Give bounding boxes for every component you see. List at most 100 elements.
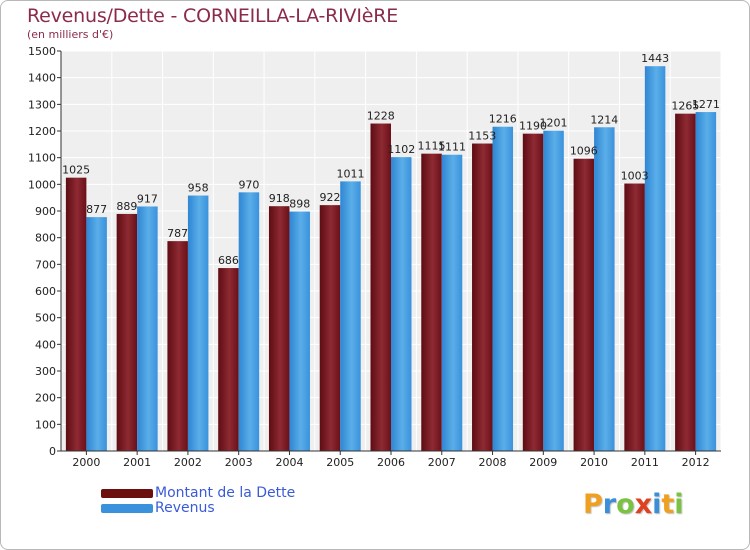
data-label-debt: 686 [218, 254, 239, 267]
bars [65, 66, 717, 452]
x-tick-label: 2009 [529, 456, 557, 469]
bar-debt [167, 241, 188, 451]
data-label-revenue: 1111 [438, 141, 466, 154]
x-tick-label: 2005 [326, 456, 354, 469]
data-label-revenue: 1271 [692, 98, 720, 111]
proxiti-logo: Proxiti [583, 489, 684, 520]
y-tick-label: 200 [35, 392, 56, 405]
y-tick-label: 400 [35, 338, 56, 351]
bar-debt [522, 133, 544, 451]
legend-label-debt: Montant de la Dette [155, 485, 296, 501]
data-label-revenue: 1102 [387, 143, 415, 156]
data-label-debt: 889 [116, 200, 137, 213]
data-label-debt: 1265 [671, 100, 699, 113]
logo-letter: r [602, 489, 617, 520]
bar-revenue [187, 195, 209, 451]
axes: 0 100 200 300 400 500 600 700 800 900 1000 1100 1200… [28, 45, 721, 469]
bar-revenue [695, 112, 717, 452]
logo-letter: i [652, 489, 662, 520]
x-tick-label: 2000 [72, 456, 100, 469]
legend-swatch-revenue [101, 504, 153, 513]
bar-revenue [289, 211, 310, 451]
data-label-debt: 1228 [367, 110, 395, 123]
bar-revenue [492, 126, 514, 451]
bar-debt [65, 177, 87, 451]
x-tick-label: 2008 [479, 456, 507, 469]
data-label-debt: 1190 [519, 120, 547, 133]
bar-debt [675, 113, 696, 452]
y-tick-label: 1100 [28, 152, 56, 165]
data-label-debt: 1115 [418, 140, 446, 153]
y-tick-label: 900 [35, 205, 56, 218]
data-label-revenue: 1216 [489, 113, 517, 126]
data-label-revenue: 898 [289, 198, 310, 211]
legend-label-revenue: Revenus [155, 500, 215, 516]
data-label-debt: 787 [167, 227, 188, 240]
y-tick-label: 300 [35, 365, 56, 378]
data-label-revenue: 1201 [540, 117, 568, 130]
data-label-revenue: 917 [137, 192, 158, 205]
data-label-debt: 918 [269, 192, 290, 205]
y-tick-label: 800 [35, 232, 56, 245]
data-label-debt: 1153 [468, 130, 496, 143]
y-tick-label: 0 [49, 445, 56, 458]
data-label-revenue: 1011 [336, 167, 364, 180]
bar-debt [421, 153, 442, 451]
data-label-revenue: 958 [188, 182, 209, 195]
logo-letter: x [634, 489, 653, 520]
logo-letter: i [674, 489, 684, 520]
x-tick-label: 2001 [123, 456, 151, 469]
bar-debt [218, 268, 239, 451]
chart-subtitle: (en milliers d'€) [27, 28, 114, 41]
data-label-revenue: 1443 [641, 52, 669, 65]
y-tick-label: 1200 [28, 125, 56, 138]
bar-revenue [137, 206, 158, 451]
data-label-revenue: 1214 [590, 113, 618, 126]
bar-debt [116, 213, 138, 451]
y-tick-label: 1500 [28, 45, 56, 58]
x-tick-label: 2011 [631, 456, 659, 469]
data-label-debt: 1025 [62, 164, 90, 177]
data-label-debt: 1096 [570, 145, 598, 158]
bar-revenue [340, 181, 361, 451]
x-tick-label: 2004 [275, 456, 303, 469]
bar-debt [624, 183, 645, 452]
y-tick-label: 600 [35, 285, 56, 298]
bar-revenue [644, 66, 666, 451]
x-tick-label: 2007 [428, 456, 456, 469]
bar-revenue [594, 127, 615, 452]
x-tick-label: 2012 [682, 456, 710, 469]
bar-debt [370, 123, 391, 452]
logo-letter: P [583, 489, 603, 520]
bar-debt [268, 206, 290, 451]
data-label-revenue: 970 [238, 178, 259, 191]
chart-title: Revenus/Dette - CORNEILLA-LA-RIVIèRE [27, 5, 399, 27]
y-tick-label: 1300 [28, 98, 56, 111]
bar-revenue [238, 192, 260, 452]
data-label-debt: 1003 [621, 170, 649, 183]
x-tick-label: 2006 [377, 456, 405, 469]
bar-debt [573, 158, 595, 451]
y-tick-label: 1400 [28, 72, 56, 85]
bar-revenue [543, 130, 564, 451]
x-tick-label: 2002 [174, 456, 202, 469]
x-tick-label: 2010 [580, 456, 608, 469]
bar-revenue [86, 217, 107, 451]
logo-letter: o [616, 489, 635, 520]
bar-revenue [441, 154, 463, 451]
y-tick-label: 500 [35, 312, 56, 325]
data-label-revenue: 877 [86, 203, 107, 216]
bar-debt [472, 143, 493, 452]
bar-debt [319, 205, 341, 451]
bar-revenue [391, 157, 412, 451]
legend-swatch-debt [101, 489, 153, 498]
x-tick-label: 2003 [225, 456, 253, 469]
logo-letter: t [661, 489, 675, 520]
y-tick-label: 700 [35, 258, 56, 271]
y-tick-label: 1000 [28, 178, 56, 191]
data-label-debt: 922 [319, 191, 340, 204]
y-tick-label: 100 [35, 418, 56, 431]
